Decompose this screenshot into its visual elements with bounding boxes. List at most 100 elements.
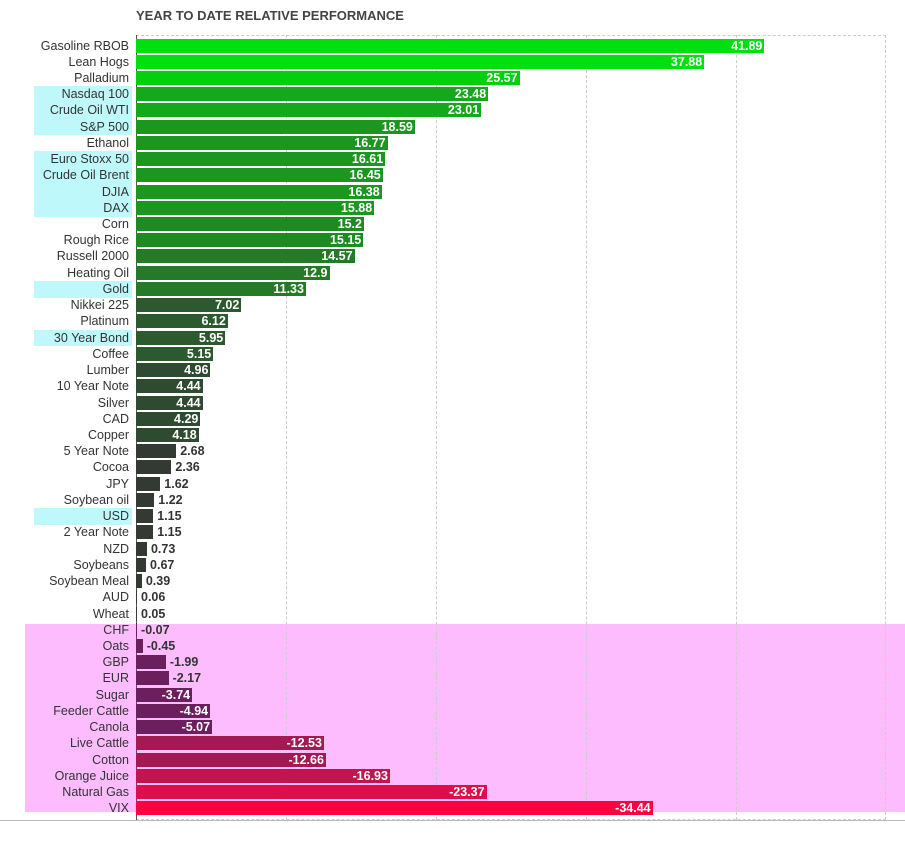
- bar: [136, 590, 137, 605]
- gridline: [286, 35, 287, 820]
- category-label: Silver: [97, 395, 129, 410]
- category-label: CAD: [102, 411, 129, 426]
- value-label: -16.93: [352, 768, 388, 783]
- bar: [136, 671, 169, 686]
- value-label: 2.36: [175, 460, 200, 475]
- value-label: 15.88: [340, 200, 373, 215]
- category-label: Nikkei 225: [70, 298, 129, 313]
- bar: [136, 411, 201, 426]
- category-label: VIX: [108, 801, 129, 816]
- value-label: 0.39: [145, 574, 171, 589]
- bar: [136, 509, 154, 524]
- value-label: 16.45: [349, 168, 381, 183]
- value-label: 0.05: [141, 606, 166, 621]
- value-label: -34.44: [615, 801, 651, 816]
- value-label: 37.88: [670, 54, 703, 69]
- value-label: 4.18: [172, 428, 197, 443]
- bar: [136, 135, 388, 150]
- bar: [136, 557, 147, 572]
- value-label: 6.12: [201, 314, 226, 329]
- value-label: 4.44: [176, 395, 201, 410]
- gridline: [586, 35, 587, 820]
- bar: [136, 38, 765, 53]
- category-label: DAX: [103, 200, 129, 215]
- category-label: Natural Gas: [62, 785, 129, 800]
- bar: [136, 184, 382, 199]
- category-label: CHF: [103, 622, 129, 637]
- category-label: Corn: [101, 217, 129, 232]
- category-label: GBP: [102, 655, 129, 670]
- bar: [136, 281, 306, 296]
- category-label: AUD: [102, 590, 129, 605]
- bar: [136, 363, 211, 378]
- bar: [136, 801, 653, 816]
- value-label: 14.57: [321, 249, 353, 264]
- category-label: Rough Rice: [63, 233, 129, 248]
- bar: [136, 119, 415, 134]
- category-label: Crude Oil WTI: [49, 103, 129, 118]
- value-label: 25.57: [486, 70, 518, 85]
- bar: [136, 168, 383, 183]
- bar: [136, 525, 154, 540]
- category-label: Orange Juice: [54, 768, 129, 783]
- zero-axis-line: [136, 35, 137, 820]
- label-highlight: [34, 118, 132, 136]
- value-label: -5.07: [181, 720, 211, 735]
- label-highlight: [34, 167, 132, 185]
- category-label: JPY: [106, 476, 129, 491]
- value-label: 12.9: [303, 265, 328, 280]
- category-label: Ethanol: [86, 135, 129, 150]
- value-label: -12.66: [288, 752, 324, 767]
- category-label: Live Cattle: [69, 736, 129, 751]
- category-label: Wheat: [92, 606, 129, 621]
- bar: [136, 703, 211, 718]
- value-label: 23.01: [447, 103, 480, 118]
- value-label: 0.06: [141, 590, 166, 605]
- category-label: 2 Year Note: [63, 525, 129, 540]
- value-label: 1.62: [164, 476, 189, 491]
- category-label: Lumber: [86, 363, 129, 378]
- value-label: 15.15: [329, 233, 362, 248]
- bar: [136, 687, 193, 702]
- label-highlight: [34, 508, 132, 525]
- category-label: Platinum: [80, 314, 129, 329]
- gridline: [436, 35, 437, 820]
- bar: [136, 752, 326, 767]
- value-label: 7.02: [214, 298, 240, 313]
- value-label: 1.22: [158, 492, 183, 507]
- category-label: NZD: [103, 541, 129, 556]
- label-highlight: [34, 151, 132, 168]
- category-label: DJIA: [101, 184, 129, 199]
- chart-title: YEAR TO DATE RELATIVE PERFORMANCE: [136, 8, 404, 23]
- category-label: Soybean oil: [63, 492, 129, 507]
- value-label: 41.89: [731, 38, 763, 53]
- value-label: -2.17: [172, 671, 202, 686]
- category-label: Cocoa: [92, 460, 129, 475]
- bar: [136, 720, 213, 735]
- label-highlight: [34, 329, 132, 347]
- value-label: 5.15: [186, 346, 212, 361]
- bar: [136, 574, 142, 589]
- value-label: 11.33: [273, 281, 304, 296]
- bar: [136, 476, 161, 491]
- category-label: Gold: [102, 281, 129, 296]
- bar: [136, 622, 138, 637]
- bar: [136, 492, 155, 507]
- bar: [136, 379, 203, 394]
- bar: [136, 330, 226, 345]
- value-label: -3.74: [161, 687, 191, 702]
- category-label: 10 Year Note: [56, 379, 129, 394]
- value-label: 4.96: [184, 363, 209, 378]
- value-label: 4.29: [174, 411, 199, 426]
- bar: [136, 736, 324, 751]
- value-label: 5.95: [198, 330, 224, 345]
- value-label: 1.15: [157, 525, 182, 540]
- bar: [136, 314, 228, 329]
- bar: [136, 606, 137, 621]
- bar: [136, 217, 364, 232]
- bar: [136, 152, 386, 167]
- bar: [136, 200, 375, 215]
- bar: [136, 54, 705, 69]
- category-label: Nasdaq 100: [61, 87, 129, 102]
- value-label: 18.59: [381, 119, 413, 134]
